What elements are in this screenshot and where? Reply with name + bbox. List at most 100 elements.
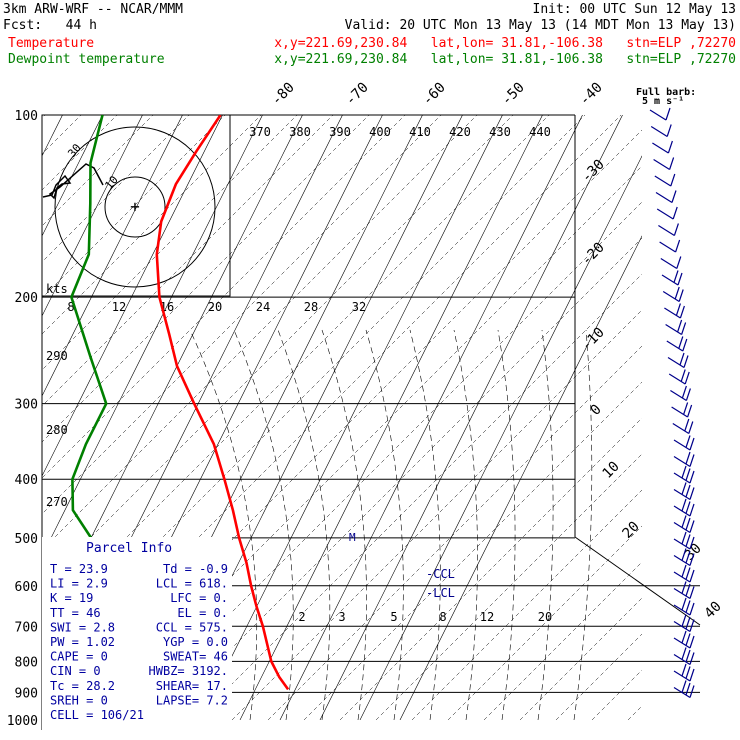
dry-adiabat-line xyxy=(375,453,642,720)
wind-barb xyxy=(660,256,682,270)
wind-barb xyxy=(673,680,695,699)
theta-tick-label: 370 xyxy=(249,125,271,139)
mixing-ratio-label: 5 xyxy=(390,610,397,624)
wind-barb xyxy=(650,124,672,138)
wind-barb xyxy=(652,140,673,154)
hodograph-speed-label: 12 xyxy=(112,300,126,314)
wind-barb xyxy=(659,239,681,253)
forecast-hour: Fcst: 44 h xyxy=(3,18,97,33)
mixing-ratio-label: 8 xyxy=(439,610,446,624)
hodograph-speed-label: 28 xyxy=(304,300,318,314)
temperature-tick-label: -60 xyxy=(420,80,449,109)
dry-adiabat-line xyxy=(483,561,642,720)
parcel-info-left: CIN = 0 xyxy=(50,664,101,678)
pressure-tick-label: 800 xyxy=(15,655,38,670)
wind-barb xyxy=(673,531,695,550)
hodograph-side-label: 280 xyxy=(46,423,68,437)
wind-barb xyxy=(661,270,683,286)
dry-adiabat-line xyxy=(736,20,740,720)
theta-tick-label: 400 xyxy=(369,125,391,139)
parcel-info-right: SHEAR= 17. xyxy=(156,679,228,693)
parcel-info-right: YGP = 0.0 xyxy=(163,635,228,649)
parcel-info-rows: T = 23.9 Td = -0.9 LI = 2.9 LCL = 618. K = 1… xyxy=(50,562,228,722)
hodograph-side-label: 290 xyxy=(46,349,68,363)
wind-barb xyxy=(655,190,677,204)
parcel-info-left: TT = 46 xyxy=(50,606,101,620)
parcel-info-left: LI = 2.9 xyxy=(50,577,108,591)
hodograph-trace xyxy=(42,163,104,200)
wind-barb xyxy=(668,369,690,385)
wind-barb xyxy=(665,319,687,336)
header: 3km ARW-WRF -- NCAR/MMM Init: 00 UTC Sun… xyxy=(3,2,736,67)
parcel-info-left: CELL = 106/21 xyxy=(50,708,144,722)
mixing-ratio-labels: 2 3 5 8 12 20 xyxy=(298,610,552,624)
pressure-tick-label: 600 xyxy=(15,580,38,595)
full-barb-units: 5 m s⁻¹ xyxy=(642,96,684,107)
wind-barb xyxy=(664,303,685,319)
parcel-info-right: Td = -0.9 xyxy=(163,562,228,576)
temperature-tick-label: -20 xyxy=(579,240,608,269)
theta-tick-label: 440 xyxy=(529,125,551,139)
hodograph-side-labels: 290 280 270 xyxy=(46,349,68,509)
parcel-info-right: EL = 0. xyxy=(177,606,228,620)
parcel-info-background xyxy=(42,537,232,730)
parcel-annotations: -CCL -LCL M xyxy=(349,531,455,600)
temperature-tick-label: 10 xyxy=(600,459,623,482)
m-annotation: M xyxy=(349,531,356,544)
wind-barb xyxy=(673,630,695,649)
moist-adiabat-line xyxy=(277,329,331,720)
isotherm-line xyxy=(42,115,263,557)
dry-adiabat-line xyxy=(519,597,642,720)
model-title: 3km ARW-WRF -- NCAR/MMM xyxy=(3,2,183,17)
wind-barb xyxy=(673,451,695,468)
wind-barb xyxy=(673,564,695,583)
pressure-tick-label: 200 xyxy=(15,291,38,306)
wind-barb xyxy=(666,336,688,352)
wind-barb xyxy=(662,286,684,303)
theta-tick-label: 430 xyxy=(489,125,511,139)
parcel-info-title: Parcel Info xyxy=(86,541,172,556)
parcel-info-left: SREH = 0 xyxy=(50,693,108,707)
moist-adiabat-line xyxy=(453,329,478,720)
isotherm-line xyxy=(42,115,223,477)
theta-tick-label: 410 xyxy=(409,125,431,139)
hodograph-speed-labels: 8 12 16 20 24 28 32 xyxy=(67,300,366,314)
wind-barb xyxy=(670,385,691,402)
wind-barb xyxy=(656,206,678,220)
wind-barb xyxy=(654,173,676,187)
moist-adiabat-line xyxy=(233,329,294,720)
pressure-tick-label: 700 xyxy=(15,620,38,635)
pressure-tick-label: 100 xyxy=(15,109,38,124)
theta-tick-label: 420 xyxy=(449,125,471,139)
hodograph-speed-label: 20 xyxy=(208,300,222,314)
dry-adiabat-line xyxy=(303,381,642,720)
hodograph-ring-outer xyxy=(54,126,216,288)
dry-adiabat-line xyxy=(123,201,642,720)
dry-adiabat-line xyxy=(159,237,642,720)
wind-barb xyxy=(673,482,695,501)
moist-adiabat-line xyxy=(321,329,367,720)
moist-adiabat-line xyxy=(537,329,554,720)
parcel-info-left: K = 19 xyxy=(50,591,93,605)
dry-adiabat-line xyxy=(231,309,642,720)
dry-adiabat-line xyxy=(627,705,642,720)
temperature-tick-label: 20 xyxy=(620,519,643,542)
wind-barb xyxy=(672,418,694,435)
skew-frame-edge xyxy=(574,536,701,626)
isotherm-line xyxy=(359,155,642,720)
hodograph-speed-label: 24 xyxy=(256,300,270,314)
pressure-tick-label: 1000 xyxy=(7,714,38,729)
ccl-annotation: -CCL xyxy=(426,567,455,581)
dry-adiabat-line xyxy=(411,489,642,720)
pressure-tick-label: 300 xyxy=(15,398,38,413)
mixing-ratio-label: 12 xyxy=(480,610,494,624)
moist-adiabat-line xyxy=(573,329,593,720)
parcel-info-left: T = 23.9 xyxy=(50,562,108,576)
pressure-tick-label: 400 xyxy=(15,473,38,488)
temperature-tick-label: -40 xyxy=(577,80,606,109)
moist-adiabat-line xyxy=(409,329,441,720)
parcel-info-left: CAPE = 0 xyxy=(50,650,108,664)
temperature-tick-label: -10 xyxy=(579,325,608,354)
wind-barb xyxy=(673,465,695,484)
isotherm-line xyxy=(42,115,103,237)
